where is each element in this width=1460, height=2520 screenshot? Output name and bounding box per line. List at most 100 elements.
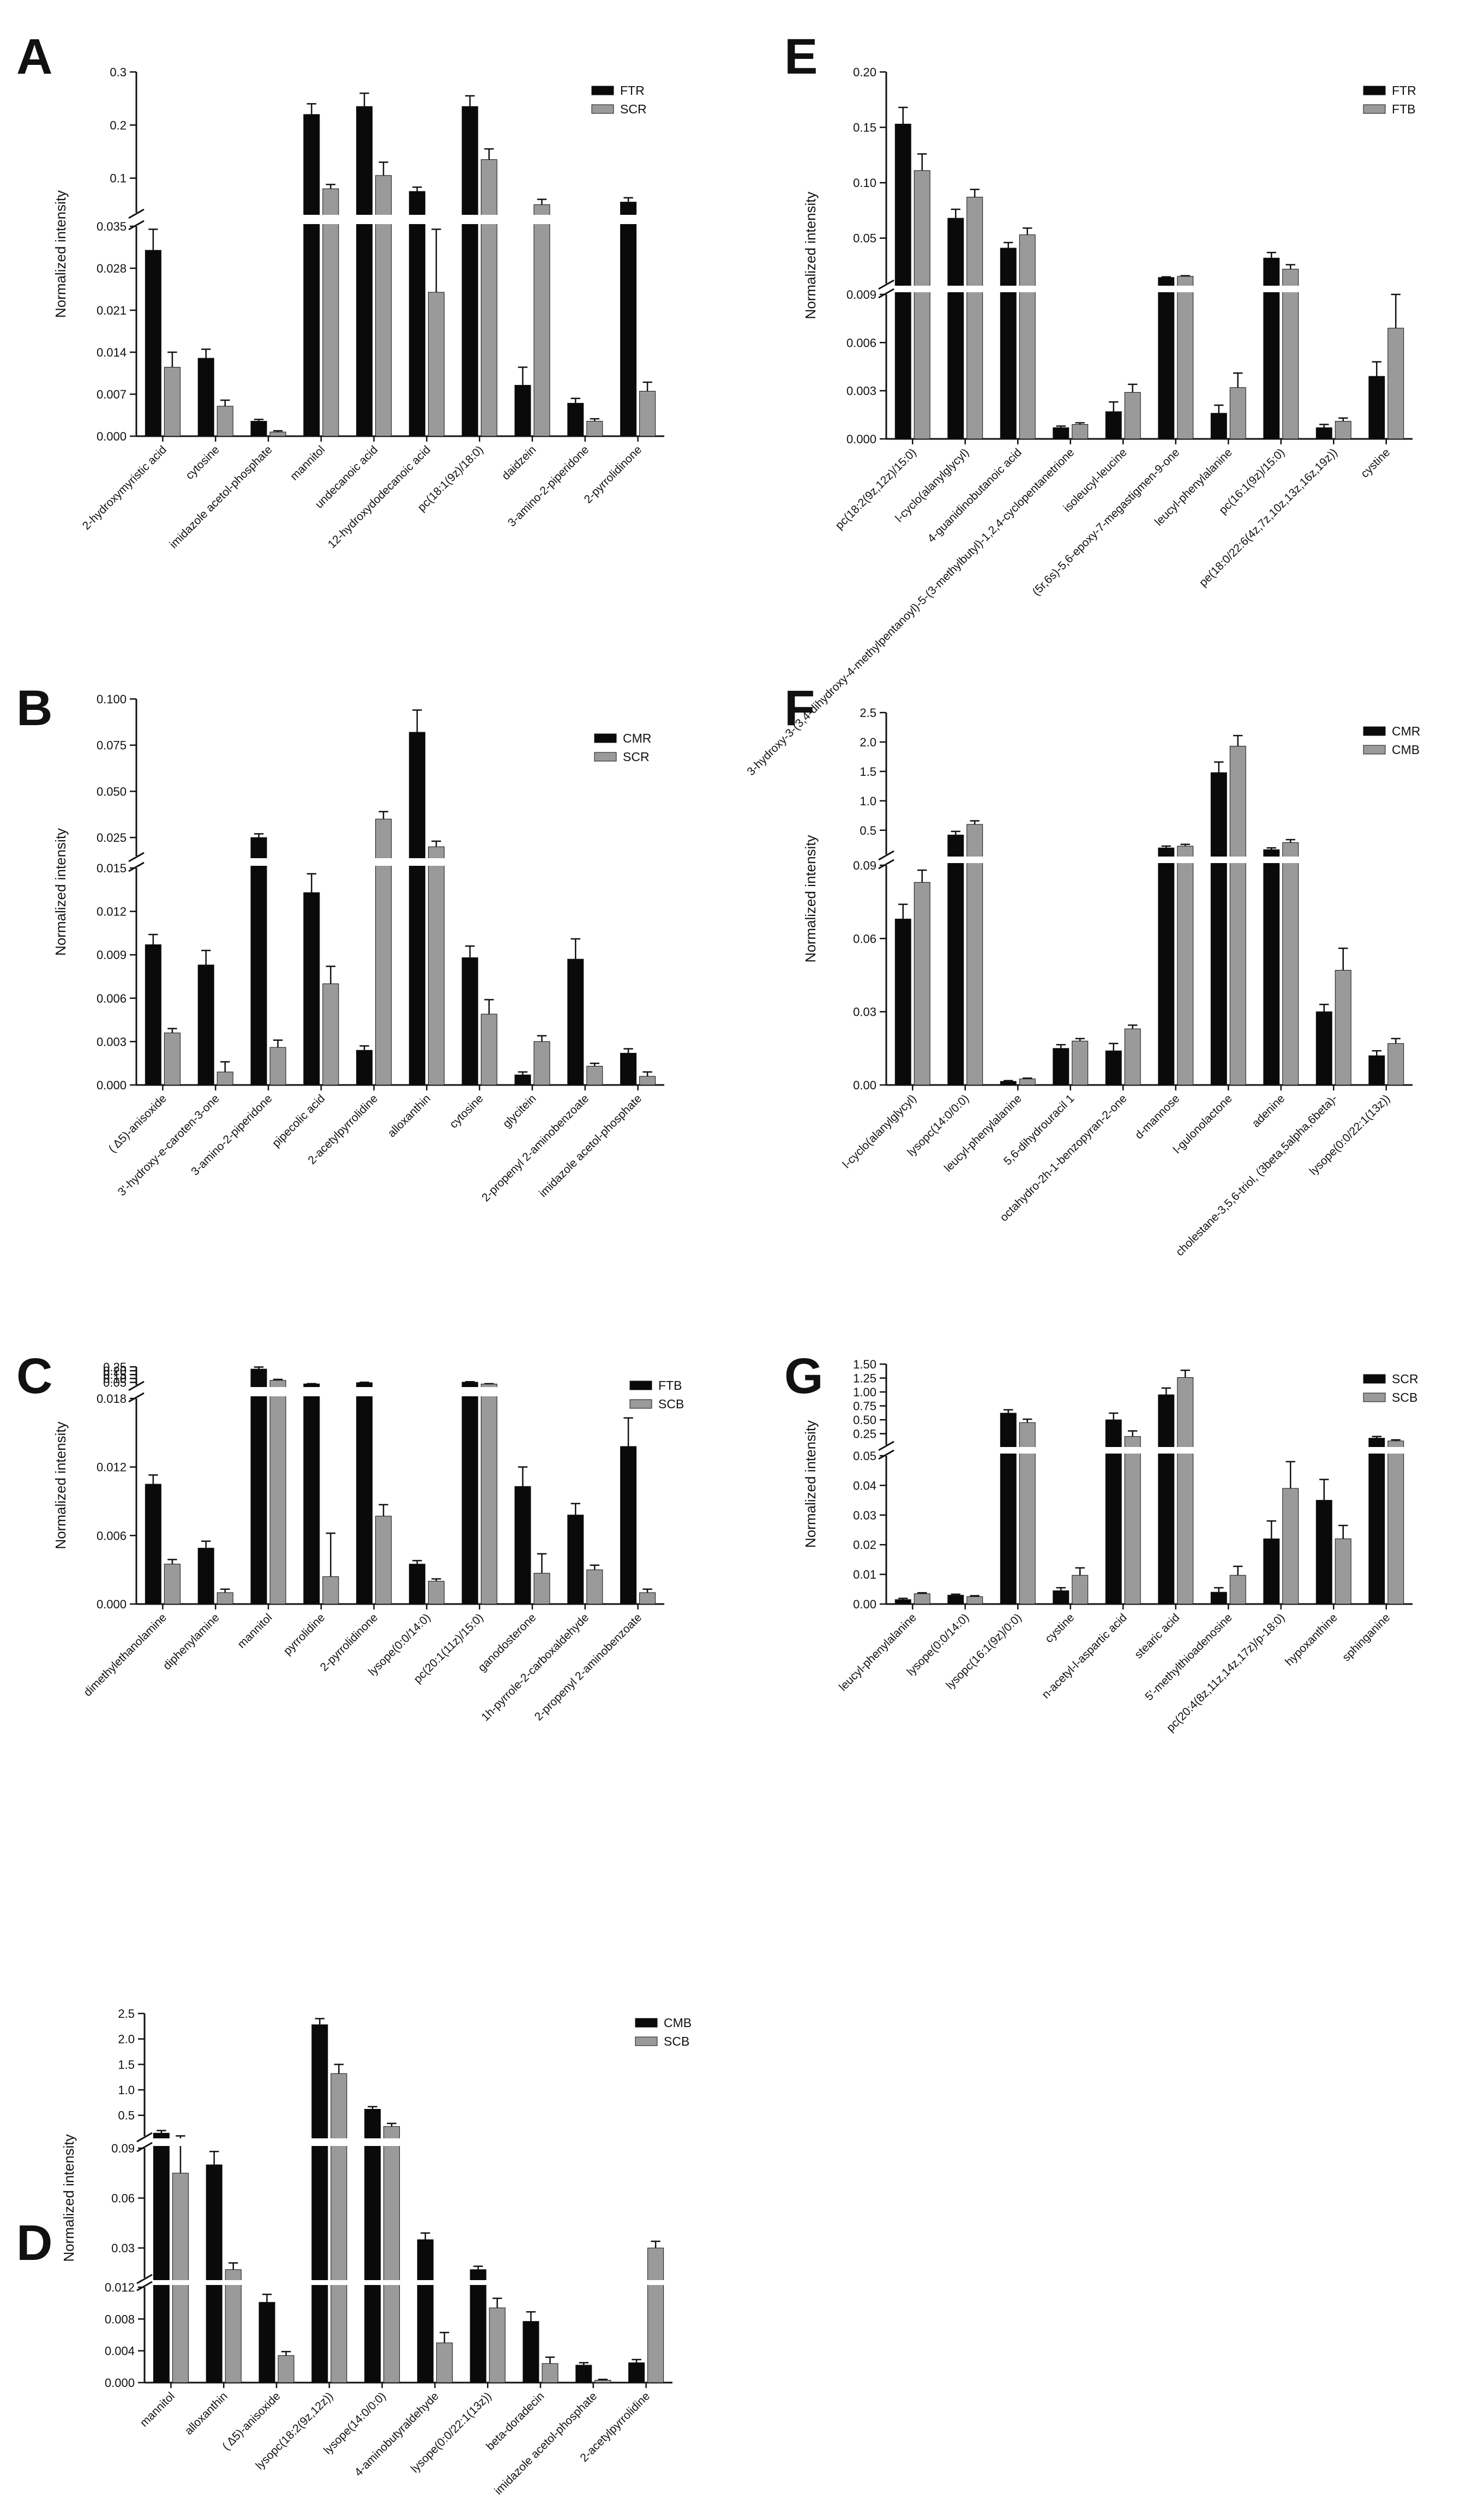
bar — [1210, 413, 1227, 439]
panel-letter: E — [784, 29, 818, 85]
y-tick-label: 0.00 — [853, 1078, 876, 1092]
axis-break-gap — [125, 215, 670, 224]
bar — [1177, 1377, 1194, 1605]
legend-swatch — [1363, 86, 1386, 95]
bar — [356, 106, 373, 437]
bar — [1368, 1055, 1385, 1086]
bar — [586, 1066, 603, 1086]
legend-label: SCR — [623, 750, 650, 764]
panel-letter: F — [784, 680, 815, 736]
y-tick-label: 0.000 — [846, 432, 876, 446]
bar — [1210, 772, 1227, 1086]
y-tick-label: 0.028 — [97, 262, 127, 275]
legend-label: FTR — [620, 83, 645, 98]
bar — [1019, 234, 1036, 439]
y-tick-label: 0.025 — [97, 831, 127, 845]
bar — [375, 175, 392, 437]
y-tick-label: 0.018 — [97, 1392, 127, 1406]
x-tick-label: d-mannose — [1133, 1092, 1182, 1142]
bar — [914, 1593, 930, 1605]
bar — [489, 2307, 506, 2383]
bar — [1072, 424, 1089, 439]
bar — [567, 403, 584, 437]
axis-break-mark — [128, 220, 145, 231]
legend-label: CMB — [1392, 743, 1420, 757]
legend-label: FTB — [658, 1378, 682, 1392]
bar — [375, 1516, 392, 1605]
y-tick-label: 0.006 — [97, 992, 127, 1005]
y-tick-label: 0.5 — [860, 824, 876, 837]
bar — [1158, 1394, 1175, 1605]
y-tick-label: 0.50 — [853, 1413, 876, 1427]
bar — [522, 2321, 539, 2383]
y-tick-label: 0.004 — [105, 2344, 135, 2358]
bar — [914, 882, 930, 1086]
bar — [408, 1564, 425, 1605]
bar — [1053, 1048, 1070, 1086]
axis-break-mark — [128, 861, 145, 872]
y-tick-label: 0.06 — [111, 2192, 135, 2205]
bar — [408, 191, 425, 437]
y-tick-label: 0.000 — [97, 1597, 127, 1611]
axis-break-gap — [125, 858, 670, 866]
x-tick-label: cytosine — [183, 443, 222, 482]
bar — [269, 431, 286, 437]
panel-F: F 0.00 0.03 0.06 0.09 0.5 1.0 1.5 2.0 2.5 Normaliz… — [784, 680, 1420, 1258]
x-tick-label: imidazole acetol-phosphate — [537, 1092, 644, 1199]
legend-swatch — [1363, 726, 1386, 736]
bar — [197, 1547, 214, 1605]
bar — [639, 1076, 656, 1086]
axis-break-mark — [128, 1380, 145, 1391]
bar — [1158, 847, 1175, 1086]
bar — [894, 919, 911, 1086]
bar — [145, 944, 161, 1086]
bar — [1368, 1438, 1385, 1605]
x-tick-label: 12-hydroxydodecanoic acid — [326, 443, 433, 551]
y-tick-label: 0.5 — [118, 2109, 135, 2123]
bar — [172, 2173, 189, 2383]
y-tick-label: 0.008 — [105, 2312, 135, 2326]
bar — [225, 2269, 242, 2383]
bar — [480, 1383, 497, 1605]
x-tick-label: glycitein — [501, 1092, 539, 1130]
legend-swatch — [591, 104, 614, 114]
bar — [217, 406, 233, 437]
bar — [269, 1380, 286, 1605]
y-tick-label: 0.15 — [103, 1368, 127, 1382]
legend-swatch — [1363, 1392, 1386, 1402]
y-axis-label: Normalized intensity — [52, 190, 69, 318]
bar — [966, 824, 983, 1086]
y-tick-label: 2.0 — [860, 735, 876, 749]
bar — [1368, 376, 1385, 439]
y-tick-label: 0.006 — [846, 336, 876, 349]
panel-letter: A — [16, 29, 52, 85]
y-tick-label: 0.012 — [105, 2281, 135, 2294]
legend-swatch — [1363, 745, 1386, 755]
y-tick-label: 1.25 — [853, 1372, 876, 1385]
bar — [1124, 392, 1141, 439]
y-tick-label: 0.2 — [110, 118, 127, 132]
bar — [1105, 411, 1122, 439]
bar — [1229, 745, 1246, 1086]
y-tick-label: 0.000 — [105, 2376, 135, 2390]
bar — [966, 1596, 983, 1605]
bar — [436, 2342, 453, 2383]
bar — [567, 1515, 584, 1605]
y-tick-label: 0.03 — [853, 1005, 876, 1019]
x-tick-label: pipecolic acid — [270, 1092, 327, 1149]
bar — [250, 1368, 267, 1605]
bar — [575, 2365, 592, 2383]
bar — [966, 197, 983, 439]
bar — [278, 2355, 295, 2383]
legend-swatch — [629, 1380, 652, 1390]
bar — [322, 983, 339, 1086]
y-tick-label: 0.75 — [853, 1400, 876, 1413]
bar — [620, 1053, 637, 1086]
y-tick-label: 0.003 — [97, 1035, 127, 1048]
y-axis-label: Normalized intensity — [52, 1421, 69, 1549]
legend-label: SCR — [1392, 1372, 1419, 1386]
bar — [1124, 1028, 1141, 1086]
bar — [567, 958, 584, 1086]
x-tick-label: alloxanthin — [182, 2390, 230, 2437]
